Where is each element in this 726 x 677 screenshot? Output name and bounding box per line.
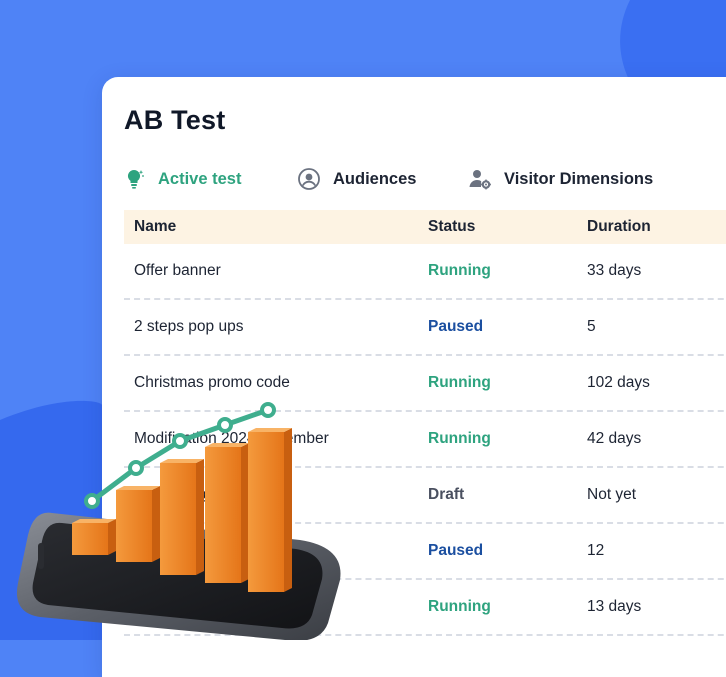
row-name: Christmas promo code [134, 374, 290, 391]
bar-side [284, 428, 292, 592]
page-title: AB Test [124, 105, 226, 135]
row-status: Running [428, 430, 491, 447]
row-duration: Not yet [587, 486, 637, 503]
header-duration: Duration [587, 218, 651, 235]
table-row[interactable]: Paused 12 [124, 524, 726, 580]
bar-top [160, 459, 204, 463]
trend-line-group [84, 402, 276, 509]
table-header: Name Status Duration [124, 210, 726, 244]
row-duration: 12 [587, 542, 605, 559]
bar-side [196, 459, 204, 575]
row-duration: 33 days [587, 262, 642, 279]
trend-point [128, 460, 144, 476]
phone-bar-chart-illustration [17, 402, 341, 640]
trend-point [172, 433, 188, 449]
row-status: Running [428, 262, 491, 279]
tab-bar: Active test Audiences [122, 167, 726, 191]
row-status: Draft [428, 486, 465, 503]
header-name: Name [134, 218, 177, 235]
bar-group [72, 428, 292, 592]
row-status: Paused [428, 542, 484, 559]
bar-top [205, 443, 249, 447]
bar [72, 523, 108, 555]
bar-side [241, 443, 249, 583]
tab-visitor-dimensions-label: Visitor Dimensions [504, 169, 654, 188]
trend-point [260, 402, 276, 418]
bar [205, 447, 241, 583]
header-status: Status [428, 218, 476, 235]
row-status: Running [428, 598, 491, 615]
lightbulb-icon [122, 167, 146, 191]
row-duration: 5 [587, 318, 596, 335]
table-row[interactable]: Running 13 days [124, 580, 726, 636]
row-name: Offer banner [134, 262, 221, 279]
row-status: Paused [428, 318, 484, 335]
bar-side [152, 486, 160, 562]
table-row[interactable]: Christmas promo code Running 102 days [124, 356, 726, 412]
bar-top [116, 486, 160, 490]
tab-active-test[interactable]: Active test [122, 167, 241, 191]
tab-active-test-label: Active test [158, 169, 242, 188]
trend-point [217, 417, 233, 433]
tab-visitor-dimensions[interactable]: Visitor Dimensions [468, 167, 653, 191]
bar [116, 490, 152, 562]
row-duration: 42 days [587, 430, 642, 447]
bar [248, 432, 284, 592]
row-status: Running [428, 374, 491, 391]
tab-audiences-label: Audiences [333, 169, 417, 188]
bar [160, 463, 196, 575]
trend-point [84, 493, 100, 509]
table-row[interactable]: Offer banner Running 33 days [124, 244, 726, 300]
row-duration: 102 days [587, 374, 650, 391]
row-duration: 13 days [587, 598, 642, 615]
tab-audiences[interactable]: Audiences [297, 167, 416, 191]
bar-top [248, 428, 292, 432]
ab-test-table: Name Status Duration Offer banner Runnin… [124, 210, 726, 636]
bar-side [108, 519, 116, 555]
user-circle-icon [297, 167, 321, 191]
table-row[interactable]: 2 steps pop ups Paused 5 [124, 300, 726, 356]
bar-top [72, 519, 116, 523]
user-settings-icon [468, 167, 492, 191]
row-name: 2 steps pop ups [134, 318, 244, 335]
